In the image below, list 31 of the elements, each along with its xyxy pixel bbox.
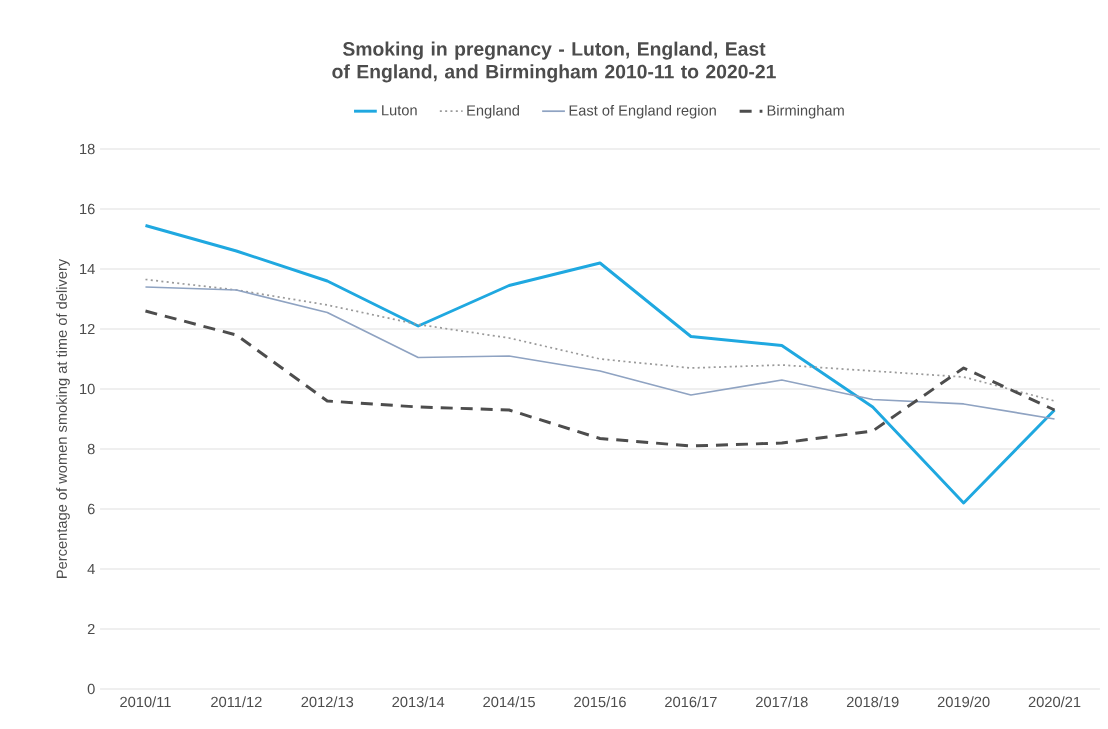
y-tick-label: 6	[87, 503, 95, 515]
y-tick-label: 18	[80, 143, 95, 155]
y-tick-label: 16	[80, 203, 95, 215]
y-tick-label: 0	[87, 683, 95, 695]
x-tick-label: 2012/13	[301, 696, 354, 708]
y-axis-title: Percentage of women smoking at time of delivery	[56, 258, 70, 578]
x-tick-label: 2018/19	[846, 696, 899, 708]
line-series	[144, 286, 1056, 420]
line-series	[144, 278, 1056, 402]
line-series	[143, 224, 1057, 505]
x-tick-label: 2020/21	[1028, 696, 1081, 708]
x-tick-label: 2015/16	[574, 696, 626, 708]
x-tick-label: 2011/12	[211, 696, 262, 708]
x-tick-label: 2016/17	[665, 696, 717, 708]
x-tick-label: 2013/14	[392, 696, 445, 708]
legend-label: Luton	[382, 105, 417, 116]
legend-label: Birmingham	[767, 104, 844, 119]
y-tick-label: 10	[80, 383, 95, 395]
x-tick-label: 2010/11	[120, 696, 171, 708]
x-tick-label: 2014/15	[483, 696, 535, 708]
chart-title: Smoking in pregnancy - Luton, England, East of England, and Birmingham 2010-11 to 2020-21	[332, 41, 776, 83]
x-tick-label: 2019/20	[937, 696, 990, 708]
y-tick-label: 4	[87, 563, 95, 575]
y-tick-label: 2	[87, 623, 95, 635]
y-tick-label: 8	[87, 443, 95, 455]
line-series	[143, 309, 1057, 448]
legend-label: East of England region	[569, 104, 716, 119]
y-tick-label: 14	[80, 263, 95, 275]
x-tick-label: 2017/18	[756, 696, 808, 708]
y-tick-label: 12	[80, 323, 95, 335]
legend-label: England	[467, 104, 519, 119]
